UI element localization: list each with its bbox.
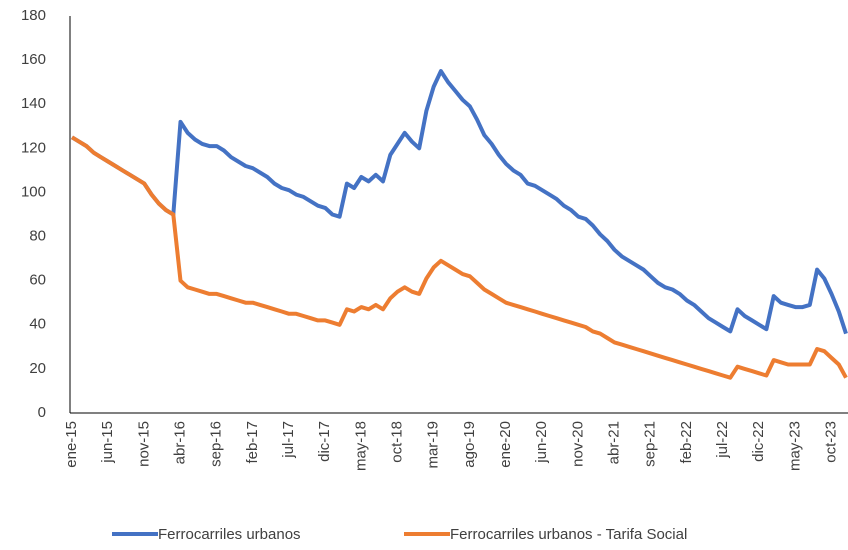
x-tick-label: may-18 (352, 421, 369, 471)
x-tick-label: jul-17 (280, 421, 297, 459)
y-tick-label: 100 (21, 183, 46, 200)
legend-label: Ferrocarriles urbanos (158, 526, 301, 543)
y-tick-label: 140 (21, 95, 46, 112)
x-tick-label: abr-16 (171, 421, 188, 464)
y-tick-label: 20 (29, 360, 46, 377)
x-tick-label: ene-15 (63, 421, 80, 468)
x-tick-label: sep-16 (208, 421, 225, 467)
y-tick-label: 120 (21, 139, 46, 156)
x-tick-label: oct-18 (388, 421, 405, 463)
y-tick-label: 80 (29, 228, 46, 245)
x-tick-label: may-23 (786, 421, 803, 471)
x-tick-label: dic-17 (316, 421, 333, 462)
x-tick-label: oct-23 (823, 421, 840, 463)
y-tick-label: 180 (21, 7, 46, 24)
x-tick-label: feb-17 (244, 421, 261, 464)
x-tick-label: ene-20 (497, 421, 514, 468)
y-tick-label: 0 (38, 404, 46, 421)
x-tick-label: nov-20 (569, 421, 586, 467)
x-tick-label: nov-15 (135, 421, 152, 467)
series-line (70, 135, 848, 380)
x-tick-label: feb-22 (678, 421, 695, 464)
y-tick-label: 60 (29, 272, 46, 289)
legend-label: Ferrocarriles urbanos - Tarifa Social (450, 526, 687, 543)
x-tick-label: jul-22 (714, 421, 731, 459)
x-tick-label: dic-22 (750, 421, 767, 462)
x-tick-label: mar-19 (425, 421, 442, 469)
x-tick-label: abr-21 (605, 421, 622, 464)
series-line (70, 69, 848, 335)
x-tick-label: jun-20 (533, 421, 550, 464)
x-tick-label: ago-19 (461, 421, 478, 468)
x-tick-label: sep-21 (642, 421, 659, 467)
x-tick-label: jun-15 (99, 421, 116, 464)
y-tick-label: 160 (21, 51, 46, 68)
y-tick-label: 40 (29, 316, 46, 333)
